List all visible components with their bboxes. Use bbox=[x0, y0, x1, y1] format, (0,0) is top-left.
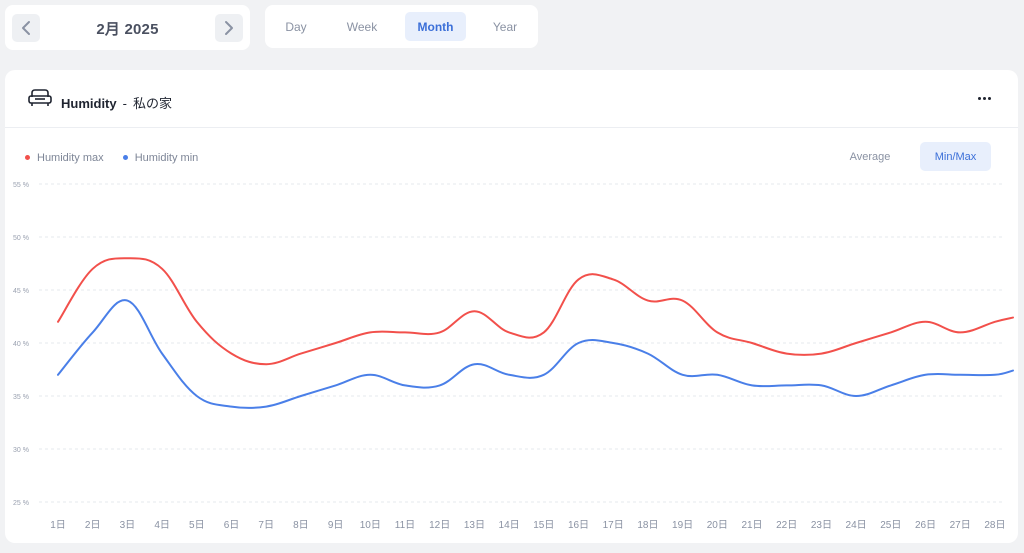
x-tick-label: 18日 bbox=[637, 520, 658, 531]
minmax-mode-button[interactable]: Min/Max bbox=[920, 142, 991, 171]
y-tick-label: 50 % bbox=[13, 235, 29, 242]
location-name: 私の家 bbox=[132, 96, 172, 111]
series-line-max[interactable] bbox=[57, 257, 1014, 366]
x-tick-label: 8日 bbox=[293, 520, 309, 531]
legend-item-min[interactable]: Humidity min bbox=[122, 151, 199, 164]
x-tick-label: 3日 bbox=[120, 520, 136, 531]
average-mode-button[interactable]: Average bbox=[849, 150, 891, 163]
x-tick-label: 15日 bbox=[533, 520, 554, 531]
x-tick-label: 5日 bbox=[189, 520, 205, 531]
x-tick-label: 17日 bbox=[603, 520, 624, 531]
chevron-left-icon bbox=[22, 21, 30, 35]
next-month-button[interactable] bbox=[215, 14, 243, 42]
x-tick-label: 23日 bbox=[811, 520, 832, 531]
card-title: Humidity - 私の家 bbox=[61, 93, 172, 112]
tab-year[interactable]: Year bbox=[492, 19, 518, 34]
x-tick-label: 2日 bbox=[85, 520, 101, 531]
x-tick-label: 12日 bbox=[429, 520, 450, 531]
x-tick-label: 14日 bbox=[499, 520, 520, 531]
y-tick-label: 45 % bbox=[13, 288, 29, 295]
series-line-min[interactable] bbox=[57, 299, 1014, 410]
tab-day[interactable]: Day bbox=[285, 19, 307, 34]
x-tick-label: 9日 bbox=[328, 520, 344, 531]
previous-month-button[interactable] bbox=[12, 14, 40, 42]
chart-series bbox=[57, 257, 1014, 410]
legend-dot-max bbox=[25, 155, 30, 160]
y-axis-labels: 55 % 50 % 45 % 40 % 35 % 30 % 25 % bbox=[13, 182, 29, 507]
current-period-label: 2月 2025 bbox=[96, 21, 159, 38]
top-bar: 2月 2025 Day Week Month Year bbox=[0, 0, 1024, 60]
x-tick-label: 20日 bbox=[707, 520, 728, 531]
x-tick-label: 7日 bbox=[258, 520, 274, 531]
x-tick-label: 21日 bbox=[741, 520, 762, 531]
legend-dot-min bbox=[122, 155, 128, 160]
y-tick-label: 25 % bbox=[13, 500, 29, 507]
x-tick-label: 25日 bbox=[880, 520, 901, 531]
chart-legend: Humidity max Humidity min bbox=[25, 151, 214, 164]
more-icon-dot bbox=[987, 96, 991, 100]
period-tabs: Day Week Month Year bbox=[265, 5, 538, 48]
more-options-button[interactable] bbox=[974, 88, 994, 108]
x-tick-label: 27日 bbox=[950, 520, 971, 531]
more-icon bbox=[977, 96, 981, 100]
x-tick-label: 24日 bbox=[846, 520, 867, 531]
y-tick-label: 55 % bbox=[13, 182, 29, 189]
y-tick-label: 35 % bbox=[13, 394, 29, 401]
x-tick-label: 1日 bbox=[50, 520, 66, 531]
x-axis-labels: 1日 2日 3日 4日 5日 6日 7日 8日 9日 10日 11日 12日 13日 14日 15日 16日 1… bbox=[50, 520, 1005, 531]
humidity-card: Humidity - 私の家 Humidity max Humidity min A… bbox=[5, 70, 1018, 543]
y-tick-label: 40 % bbox=[13, 341, 29, 348]
tab-week[interactable]: Week bbox=[346, 19, 378, 34]
more-icon-dot bbox=[982, 96, 986, 100]
chevron-right-icon bbox=[225, 21, 233, 35]
title-separator: - bbox=[122, 96, 127, 111]
x-tick-label: 6日 bbox=[224, 520, 240, 531]
y-tick-label: 30 % bbox=[13, 447, 29, 454]
chart-mode-toggle: Average Min/Max bbox=[831, 142, 991, 171]
x-tick-label: 10日 bbox=[360, 520, 381, 531]
tab-month[interactable]: Month bbox=[405, 12, 466, 41]
x-tick-label: 26日 bbox=[915, 520, 936, 531]
card-header: Humidity - 私の家 bbox=[5, 70, 1018, 128]
sofa-icon bbox=[28, 89, 52, 106]
x-tick-label: 4日 bbox=[154, 520, 170, 531]
humidity-line-chart: 55 % 50 % 45 % 40 % 35 % 30 % 25 % 1日 2日 3日 4日 5日 6… bbox=[13, 182, 1014, 531]
chart-grid bbox=[39, 183, 1005, 503]
x-tick-label: 16日 bbox=[568, 520, 589, 531]
x-tick-label: 19日 bbox=[672, 520, 693, 531]
metric-name: Humidity bbox=[61, 96, 117, 111]
x-tick-label: 11日 bbox=[395, 520, 415, 531]
legend-label-min: Humidity min bbox=[134, 151, 199, 164]
x-tick-label: 13日 bbox=[464, 520, 485, 531]
date-navigator: 2月 2025 bbox=[5, 5, 250, 50]
legend-label-max: Humidity max bbox=[37, 151, 104, 164]
legend-item-max[interactable]: Humidity max bbox=[25, 152, 104, 164]
x-tick-label: 22日 bbox=[776, 520, 797, 531]
x-tick-label: 28日 bbox=[984, 520, 1005, 531]
